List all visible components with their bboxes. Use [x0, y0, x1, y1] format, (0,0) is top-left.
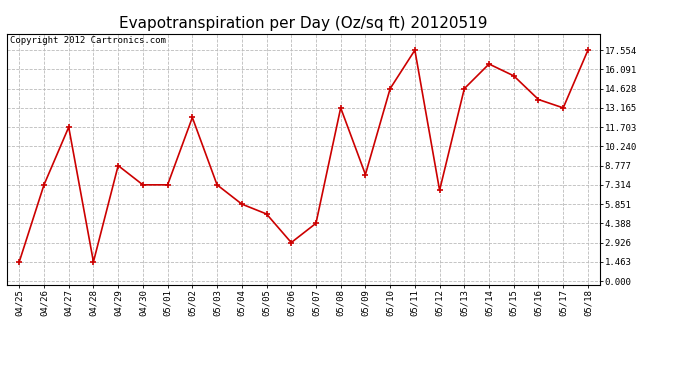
Title: Evapotranspiration per Day (Oz/sq ft) 20120519: Evapotranspiration per Day (Oz/sq ft) 20… — [119, 16, 488, 31]
Text: Copyright 2012 Cartronics.com: Copyright 2012 Cartronics.com — [10, 36, 166, 45]
